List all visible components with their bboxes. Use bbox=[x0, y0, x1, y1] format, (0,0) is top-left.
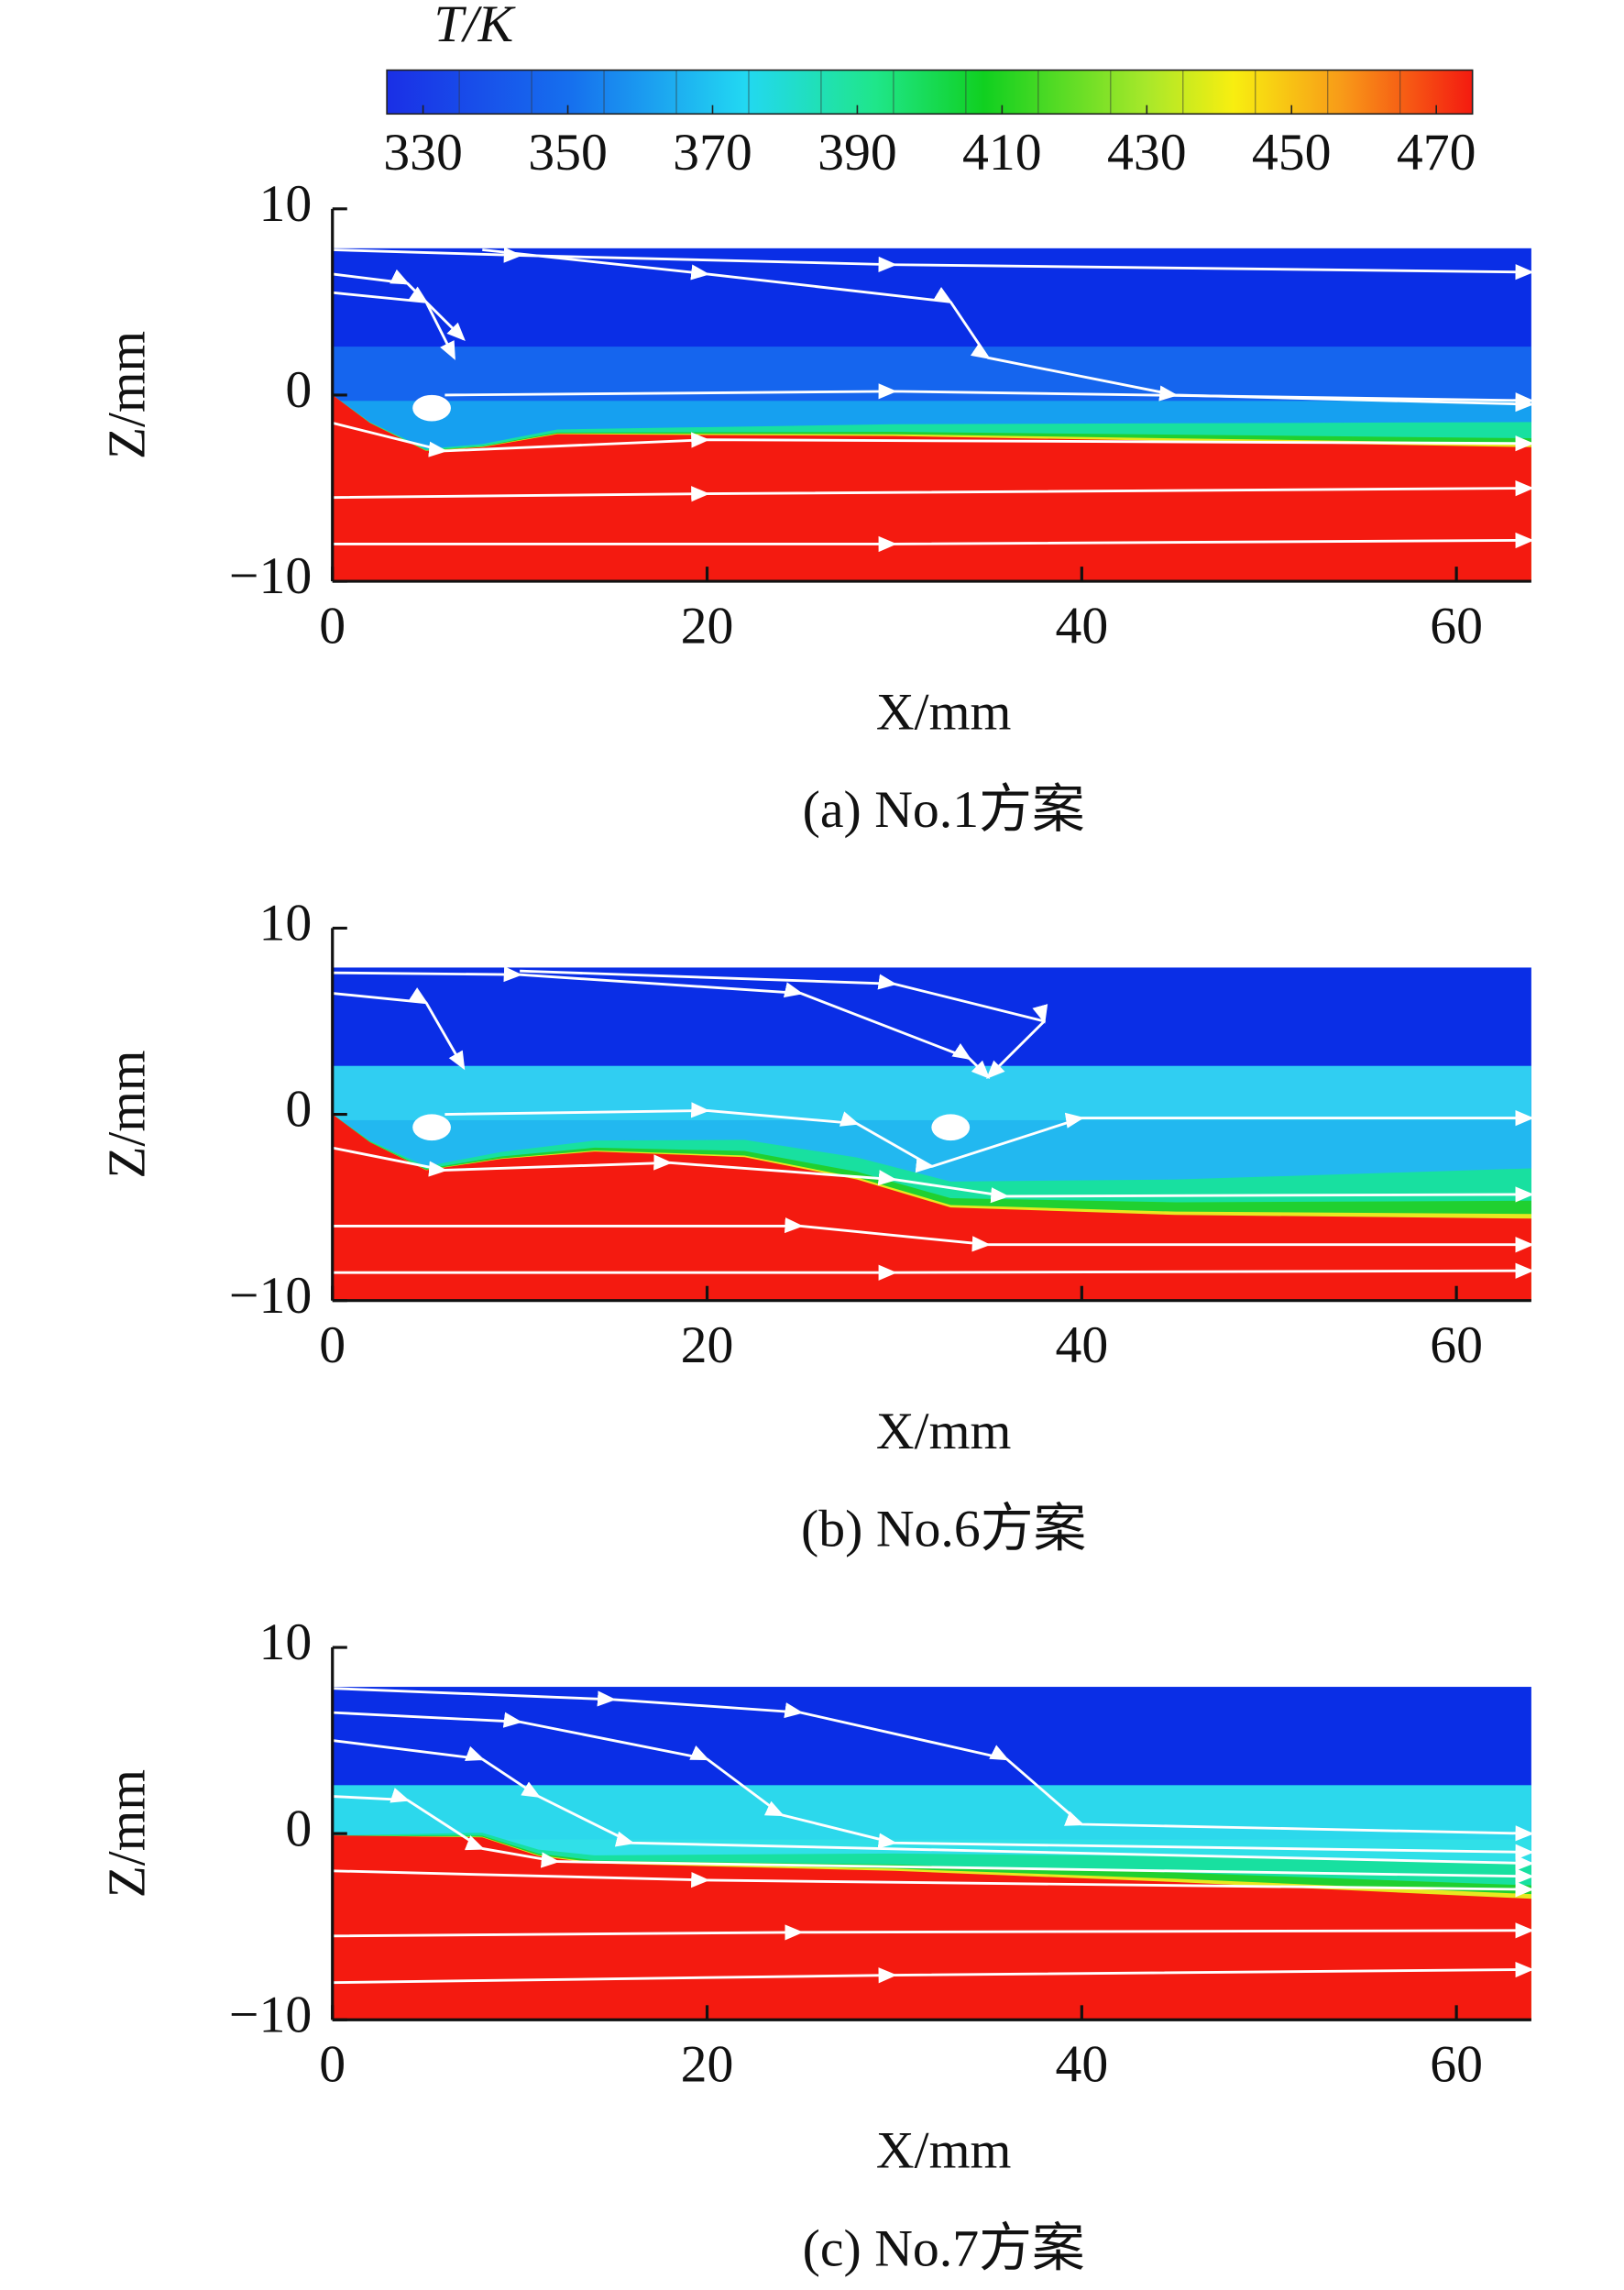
streamline bbox=[332, 1217, 1534, 1253]
x-tick-label: 20 bbox=[681, 1316, 734, 1374]
x-tick-label: 20 bbox=[681, 2036, 734, 2094]
y-tick-label: 0 bbox=[285, 361, 312, 419]
x-tick-label: 0 bbox=[319, 2036, 346, 2094]
y-tick-label: −10 bbox=[229, 547, 312, 605]
x-axis-label: X/mm bbox=[876, 2122, 1012, 2180]
x-tick-label: 60 bbox=[1430, 1316, 1483, 1374]
x-tick-label: 40 bbox=[1055, 2036, 1108, 2094]
x-tick-label: 40 bbox=[1055, 598, 1108, 655]
streamline bbox=[332, 286, 455, 360]
colorbar-tick-label: 370 bbox=[673, 124, 752, 182]
caption: (b) No.6方案 bbox=[801, 1501, 1086, 1558]
y-tick-label: −10 bbox=[229, 1267, 312, 1325]
y-tick-label: 10 bbox=[259, 1613, 313, 1671]
colorbar-tick-label: 450 bbox=[1252, 124, 1332, 182]
x-tick-label: 0 bbox=[319, 598, 346, 655]
x-tick-label: 40 bbox=[1055, 1316, 1108, 1374]
caption: (c) No.7方案 bbox=[803, 2220, 1085, 2278]
y-tick-label: 10 bbox=[259, 895, 313, 952]
x-axis-label: X/mm bbox=[876, 1403, 1012, 1460]
y-axis-label: Z/mm bbox=[99, 331, 157, 459]
y-tick-label: −10 bbox=[229, 1987, 312, 2044]
colorbar-tick-label: 330 bbox=[383, 124, 463, 182]
streamline bbox=[332, 1961, 1534, 1985]
y-tick-label: 10 bbox=[259, 175, 313, 233]
colorbar-tick-label: 470 bbox=[1397, 124, 1476, 182]
streamline bbox=[332, 532, 1534, 553]
streamline bbox=[332, 1788, 1534, 1885]
streamline bbox=[332, 1146, 1534, 1204]
colorbar-tick-label: 350 bbox=[528, 124, 608, 182]
colorbar-label: T/K bbox=[433, 0, 515, 53]
colorbar-tick-label: 410 bbox=[962, 124, 1042, 182]
y-axis-label: Z/mm bbox=[99, 1050, 157, 1178]
x-tick-label: 0 bbox=[319, 1316, 346, 1374]
y-tick-label: 0 bbox=[285, 1800, 312, 1857]
colorbar bbox=[386, 69, 1474, 116]
streamline bbox=[332, 480, 1534, 502]
x-tick-label: 60 bbox=[1430, 2036, 1483, 2094]
vortex bbox=[412, 1114, 451, 1141]
x-tick-label: 60 bbox=[1430, 598, 1483, 655]
colorbar-tick-label: 390 bbox=[817, 124, 897, 182]
streamline bbox=[332, 1869, 1534, 1898]
colorbar-tick-label: 430 bbox=[1107, 124, 1187, 182]
streamline bbox=[520, 969, 1048, 1079]
x-axis-label: X/mm bbox=[876, 684, 1012, 742]
streamline bbox=[332, 987, 466, 1071]
vortex bbox=[931, 1114, 971, 1141]
streamline bbox=[444, 1102, 1534, 1173]
streamline bbox=[332, 422, 1534, 457]
x-tick-label: 20 bbox=[681, 598, 734, 655]
vortex bbox=[412, 394, 451, 422]
y-tick-label: 0 bbox=[285, 1081, 312, 1139]
streamline bbox=[332, 1922, 1534, 1941]
y-axis-label: Z/mm bbox=[99, 1769, 157, 1898]
streamline bbox=[332, 1262, 1534, 1281]
streamline bbox=[444, 383, 1534, 409]
caption: (a) No.1方案 bbox=[803, 781, 1085, 839]
